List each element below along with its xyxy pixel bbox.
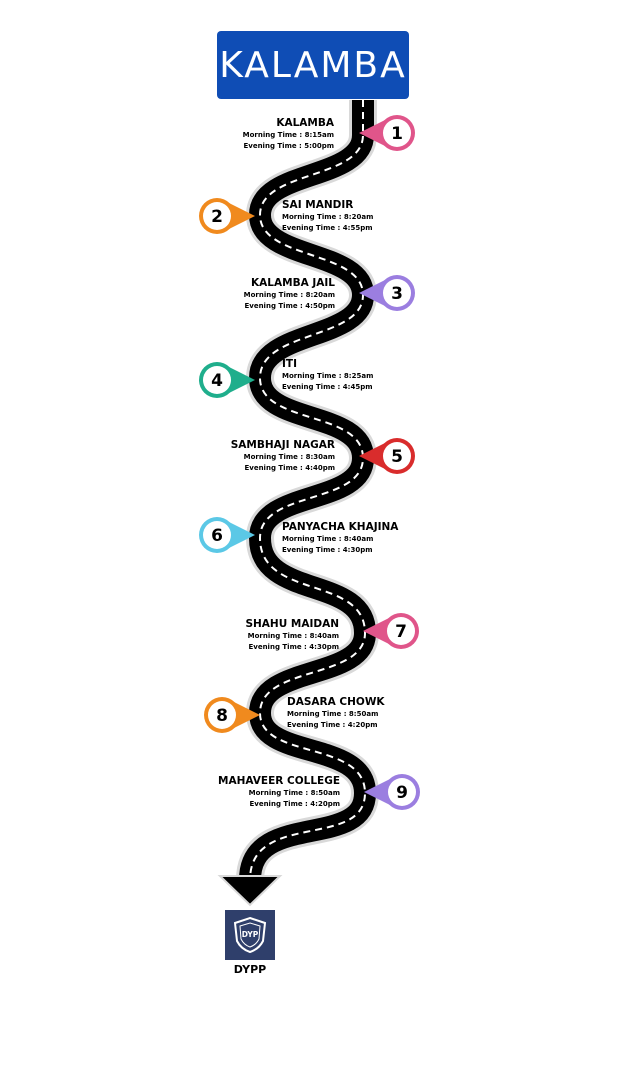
header-sign: KALAMBA [217,31,409,99]
stop-6-evening: Evening Time : 4:30pm [282,546,373,554]
stop-3-label: KALAMBA JAIL Morning Time : 8:20am Eveni… [155,276,335,312]
stop-2-number: 2 [211,207,223,227]
stop-8-label: DASARA CHOWK Morning Time : 8:50am Eveni… [287,695,467,731]
stop-7-number: 7 [395,622,407,642]
stop-7-morning: Morning Time : 8:40am [247,632,339,640]
stop-4-evening: Evening Time : 4:45pm [282,383,373,391]
stop-3-morning: Morning Time : 8:20am [243,291,335,299]
stop-3-number: 3 [391,284,403,304]
stop-3-pin-icon: 3 [359,275,415,311]
stop-9-name: MAHAVEER COLLEGE [218,775,340,787]
stop-8-morning: Morning Time : 8:50am [287,710,379,718]
dypp-logo: DYP [225,910,275,960]
stop-2-morning: Morning Time : 8:20am [282,213,374,221]
stop-1-label: KALAMBA Morning Time : 8:15am Evening Ti… [154,116,334,152]
shield-icon: DYP [233,916,267,954]
stop-1-number: 1 [391,124,403,144]
stop-2-evening: Evening Time : 4:55pm [282,224,373,232]
stop-5-label: SAMBHAJI NAGAR Morning Time : 8:30am Eve… [155,438,335,474]
stop-8-number: 8 [216,706,228,726]
stop-4-label: ITI Morning Time : 8:25am Evening Time :… [282,357,462,393]
stop-2-pin-icon: 2 [199,198,255,234]
stop-5-pin-icon: 5 [359,438,415,474]
stop-5-name: SAMBHAJI NAGAR [230,439,335,451]
stop-7-label: SHAHU MAIDAN Morning Time : 8:40am Eveni… [159,617,339,653]
stop-8-pin-icon: 8 [204,697,260,733]
stop-9-pin-icon: 9 [364,774,420,810]
destination-name: DYPP [233,963,267,976]
stop-9-morning: Morning Time : 8:50am [248,789,340,797]
stop-6-label: PANYACHA KHAJINA Morning Time : 8:40am E… [282,520,462,556]
stop-3-evening: Evening Time : 4:50pm [244,302,335,310]
logo-text: DYP [242,930,259,939]
header-title: KALAMBA [219,44,407,86]
road-lane-marking [249,100,366,881]
stop-2-name: SAI MANDIR [282,199,354,211]
stop-5-evening: Evening Time : 4:40pm [244,464,335,472]
stop-9-number: 9 [396,783,408,803]
stop-1-pin-icon: 1 [359,115,415,151]
stop-4-pin-icon: 4 [199,362,255,398]
stop-6-number: 6 [211,526,223,546]
road-arrow-icon [217,875,283,907]
stop-9-evening: Evening Time : 4:20pm [249,800,340,808]
stop-4-name: ITI [282,358,297,370]
stop-7-pin-icon: 7 [363,613,419,649]
stop-7-name: SHAHU MAIDAN [245,618,339,630]
stop-1-morning: Morning Time : 8:15am [242,131,334,139]
stop-8-evening: Evening Time : 4:20pm [287,721,378,729]
stop-1-evening: Evening Time : 5:00pm [243,142,334,150]
stop-5-number: 5 [391,447,403,467]
stop-5-morning: Morning Time : 8:30am [243,453,335,461]
road-path [217,100,379,907]
stop-8-name: DASARA CHOWK [287,696,385,708]
stop-pins: 1 2 3 4 5 6 7 8 9 [199,115,420,810]
stop-6-morning: Morning Time : 8:40am [282,535,374,543]
stop-4-number: 4 [211,371,223,391]
stop-7-evening: Evening Time : 4:30pm [248,643,339,651]
stop-4-morning: Morning Time : 8:25am [282,372,374,380]
stop-1-name: KALAMBA [276,117,334,129]
stop-6-name: PANYACHA KHAJINA [282,521,399,533]
stop-3-name: KALAMBA JAIL [251,277,335,289]
stop-9-label: MAHAVEER COLLEGE Morning Time : 8:50am E… [160,774,340,810]
stop-6-pin-icon: 6 [199,517,255,553]
stop-2-label: SAI MANDIR Morning Time : 8:20am Evening… [282,198,462,234]
